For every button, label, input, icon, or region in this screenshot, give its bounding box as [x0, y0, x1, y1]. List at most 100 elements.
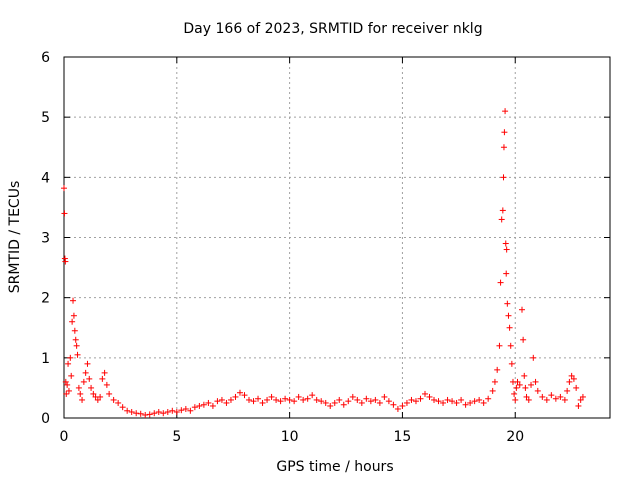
- data-point: [214, 398, 221, 405]
- data-point: [250, 398, 257, 405]
- data-point: [94, 396, 101, 403]
- data-point: [444, 396, 451, 403]
- data-point: [458, 396, 465, 403]
- data-point: [506, 324, 513, 331]
- data-point: [75, 384, 82, 391]
- data-point: [277, 398, 284, 405]
- data-point: [322, 399, 329, 406]
- data-point: [318, 398, 325, 405]
- data-point: [80, 378, 87, 385]
- data-point: [497, 279, 504, 286]
- data-point: [72, 336, 79, 343]
- data-point: [70, 297, 77, 304]
- data-point: [227, 396, 234, 403]
- data-point: [146, 411, 153, 418]
- x-tick-label: 20: [506, 429, 524, 445]
- data-point: [82, 369, 89, 376]
- data-point: [304, 395, 311, 402]
- data-point: [178, 407, 185, 414]
- data-point: [566, 378, 573, 385]
- data-point: [489, 387, 496, 394]
- y-tick-label: 6: [41, 50, 50, 66]
- data-point: [449, 398, 456, 405]
- data-point: [543, 396, 550, 403]
- data-point: [579, 393, 586, 400]
- data-point: [119, 404, 126, 411]
- data-point: [68, 372, 75, 379]
- data-point: [532, 378, 539, 385]
- x-tick-label: 5: [172, 429, 181, 445]
- data-point: [99, 375, 106, 382]
- x-tick-label: 15: [394, 429, 412, 445]
- data-point: [128, 408, 135, 415]
- data-point: [501, 129, 508, 136]
- data-point: [498, 216, 505, 223]
- data-point: [426, 393, 433, 400]
- data-point: [508, 360, 515, 367]
- data-point: [187, 407, 194, 414]
- data-point: [390, 401, 397, 408]
- plot-frame: [63, 56, 611, 419]
- data-point: [103, 381, 110, 388]
- data-point: [534, 387, 541, 394]
- data-point: [577, 396, 584, 403]
- data-point: [61, 185, 67, 192]
- data-point: [327, 402, 334, 409]
- data-point: [367, 398, 374, 405]
- data-point: [273, 396, 280, 403]
- data-point: [77, 390, 84, 397]
- data-point: [564, 387, 571, 394]
- data-points: [61, 108, 586, 418]
- data-point: [403, 399, 410, 406]
- x-axis-label: GPS time / hours: [276, 459, 393, 475]
- data-point: [69, 318, 76, 325]
- data-point: [412, 398, 419, 405]
- data-point: [155, 408, 162, 415]
- data-point: [62, 378, 69, 385]
- data-point: [196, 402, 203, 409]
- data-point: [462, 401, 469, 408]
- data-point: [110, 396, 117, 403]
- data-point: [471, 398, 478, 405]
- data-point: [372, 396, 379, 403]
- data-point: [86, 375, 93, 382]
- data-point: [530, 354, 537, 361]
- data-point: [358, 399, 365, 406]
- data-point: [124, 407, 131, 414]
- data-point: [349, 393, 356, 400]
- data-point: [115, 399, 122, 406]
- y-tick-label: 4: [41, 170, 50, 186]
- data-point: [90, 390, 97, 397]
- data-point: [568, 372, 575, 379]
- data-point: [268, 393, 275, 400]
- data-point: [485, 395, 492, 402]
- y-axis-label: SRMTID / TECUs: [7, 181, 23, 294]
- data-point: [295, 393, 302, 400]
- data-point: [500, 174, 507, 181]
- data-point: [525, 396, 532, 403]
- data-point: [61, 210, 68, 217]
- data-point: [151, 410, 158, 417]
- data-point: [503, 246, 510, 253]
- data-point: [300, 396, 307, 403]
- data-point: [331, 399, 338, 406]
- data-point: [164, 408, 171, 415]
- data-point: [557, 393, 564, 400]
- data-point: [255, 395, 262, 402]
- data-point: [573, 384, 580, 391]
- data-point: [286, 396, 293, 403]
- data-point: [408, 396, 415, 403]
- data-point: [511, 390, 518, 397]
- data-point: [345, 398, 352, 405]
- data-point: [200, 401, 207, 408]
- data-point: [340, 401, 347, 408]
- y-tick-label: 1: [41, 351, 50, 367]
- x-tick-label: 10: [281, 429, 299, 445]
- data-point: [84, 360, 91, 367]
- data-point: [500, 144, 507, 151]
- data-point: [354, 396, 361, 403]
- data-point: [309, 392, 316, 399]
- data-point: [241, 392, 248, 399]
- data-point: [74, 351, 81, 358]
- data-point: [431, 396, 438, 403]
